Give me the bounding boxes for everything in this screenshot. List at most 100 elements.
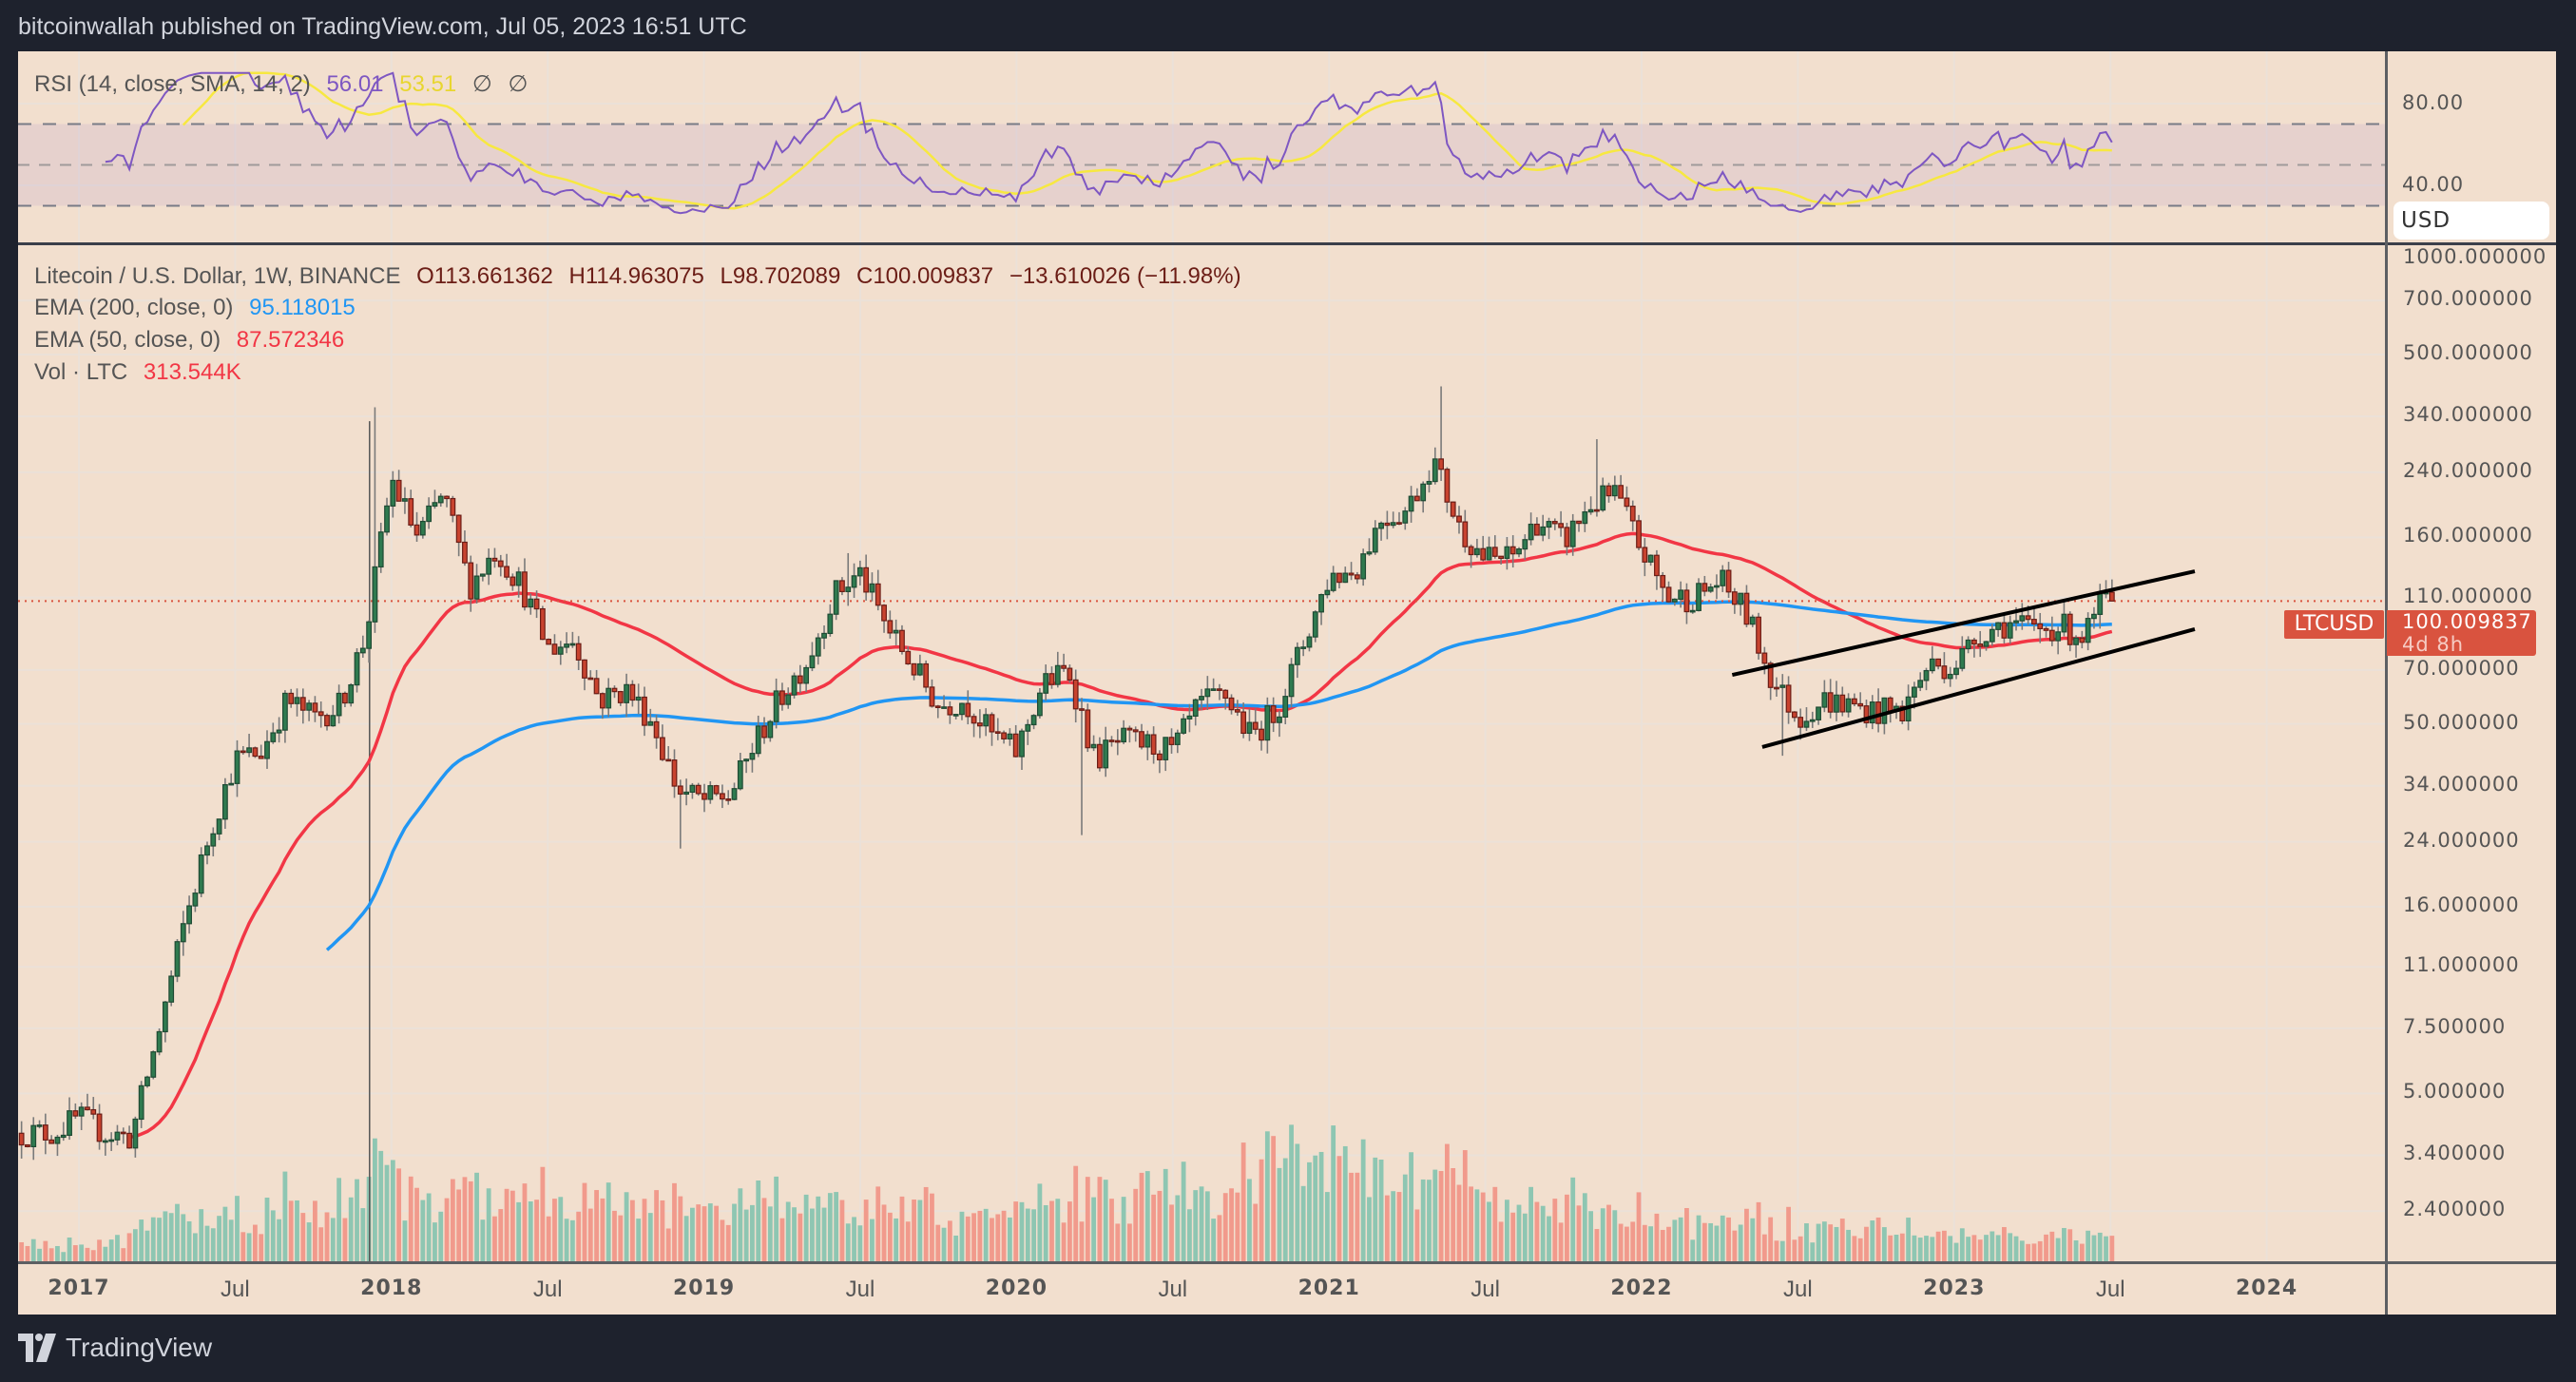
candle-body — [1738, 592, 1744, 605]
candle-body — [1911, 686, 1917, 698]
price-axis[interactable]: 1000.000000 700.000000 500.000000 340.00000… — [2388, 245, 2556, 1261]
volume-bar — [1378, 1160, 1384, 1261]
candle — [539, 605, 546, 641]
candle-body — [1426, 480, 1432, 485]
candle-body — [1839, 694, 1846, 713]
rsi-pane[interactable] — [18, 51, 2385, 242]
candle — [773, 678, 779, 729]
volume-bar — [1001, 1210, 1007, 1261]
candle-body — [989, 714, 995, 733]
candle — [270, 722, 277, 744]
volume-bar — [1534, 1201, 1540, 1261]
candle — [1809, 711, 1816, 728]
symbol-legend[interactable]: Litecoin / U.S. Dollar, 1W, BINANCE O113… — [34, 263, 1251, 290]
candle — [1043, 664, 1049, 701]
candle-body — [1587, 509, 1594, 513]
volume-bar — [277, 1219, 282, 1261]
price-tick-label: 50.000000 — [2403, 710, 2520, 734]
candle-body — [677, 785, 683, 796]
price-tick-label: 3.400000 — [2403, 1142, 2507, 1165]
volume-bar — [624, 1192, 629, 1261]
volume-bar — [1624, 1226, 1629, 1261]
candle-body — [1150, 734, 1157, 755]
pane-separator[interactable] — [18, 242, 2556, 245]
candle-body — [773, 690, 779, 722]
volume-bar — [1744, 1208, 1749, 1261]
candle-body — [294, 697, 300, 704]
candle — [455, 514, 462, 557]
candle — [2031, 605, 2037, 631]
candle — [1048, 666, 1055, 689]
ema200-value: 95.118015 — [249, 295, 356, 320]
volume-bar — [342, 1218, 348, 1261]
volume-bar — [2008, 1233, 2013, 1261]
candle-body — [791, 675, 798, 696]
candle — [1683, 583, 1690, 624]
volume-legend[interactable]: Vol · LTC 313.544K — [34, 359, 251, 386]
candle — [413, 511, 420, 542]
candle — [252, 746, 259, 758]
candle — [653, 715, 660, 749]
candle — [444, 495, 450, 508]
volume-bar — [1995, 1235, 2001, 1261]
candle-body — [1983, 641, 1990, 647]
candle — [1941, 652, 1948, 683]
volume-bar — [1367, 1197, 1372, 1261]
volume-bar — [1469, 1186, 1473, 1261]
tradingview-logo-icon — [18, 1334, 56, 1362]
volume-bar — [1342, 1145, 1348, 1261]
candle — [132, 1116, 139, 1158]
volume-bar — [1336, 1156, 1342, 1261]
candle — [821, 625, 827, 649]
price-tick-label: 16.000000 — [2403, 893, 2520, 917]
volume-bar — [1774, 1240, 1779, 1261]
volume-bar — [2073, 1240, 2079, 1261]
candle-body — [1857, 702, 1864, 707]
footer-logo[interactable]: TradingView — [18, 1333, 212, 1363]
candle-body — [1611, 485, 1618, 497]
price-pane[interactable] — [18, 245, 2385, 1261]
volume-bar — [1295, 1143, 1300, 1261]
candle-body — [2031, 619, 2037, 624]
candle — [1540, 514, 1547, 542]
ema50-legend[interactable]: EMA (50, close, 0) 87.572346 — [34, 327, 354, 354]
volume-bar — [534, 1200, 539, 1261]
candle-body — [1869, 701, 1875, 724]
rsi-legend[interactable]: RSI (14, close, SMA, 14, 2) 56.01 53.51 … — [34, 70, 537, 98]
time-tick-label: 2018 — [360, 1276, 423, 1300]
candle-body — [162, 1001, 168, 1033]
candle — [1923, 667, 1930, 691]
candle — [390, 470, 396, 518]
candle-body — [2079, 637, 2086, 643]
candle — [1929, 645, 1935, 674]
time-tick-label: Jul — [221, 1276, 250, 1302]
candle — [1827, 679, 1834, 719]
volume-bar — [1282, 1158, 1288, 1261]
volume-bar — [121, 1248, 126, 1261]
candle — [1743, 585, 1750, 627]
candle — [90, 1097, 97, 1120]
volume-bar — [1247, 1179, 1252, 1261]
price-tick-label: 700.000000 — [2403, 287, 2533, 311]
candle-body — [174, 941, 181, 977]
volume-bar — [899, 1196, 905, 1261]
candle — [450, 495, 456, 523]
candle-body — [42, 1124, 48, 1141]
ema200-legend[interactable]: EMA (200, close, 0) 95.118015 — [34, 295, 365, 321]
candle — [1546, 517, 1552, 540]
volume-bar — [2019, 1240, 2025, 1261]
volume-bar — [103, 1246, 108, 1261]
candle — [1300, 640, 1307, 657]
candle — [797, 664, 803, 694]
candle-body — [156, 1030, 163, 1053]
volume-bar — [61, 1252, 67, 1261]
candle-body — [138, 1084, 144, 1121]
candle-body — [1210, 688, 1217, 691]
volume-bar — [1240, 1142, 1246, 1261]
volume-bar — [1253, 1203, 1259, 1261]
candle — [1348, 562, 1355, 581]
candle — [1803, 707, 1810, 732]
candle — [1660, 571, 1666, 601]
candle-body — [72, 1110, 79, 1117]
currency-selector[interactable]: USD — [2393, 202, 2549, 240]
